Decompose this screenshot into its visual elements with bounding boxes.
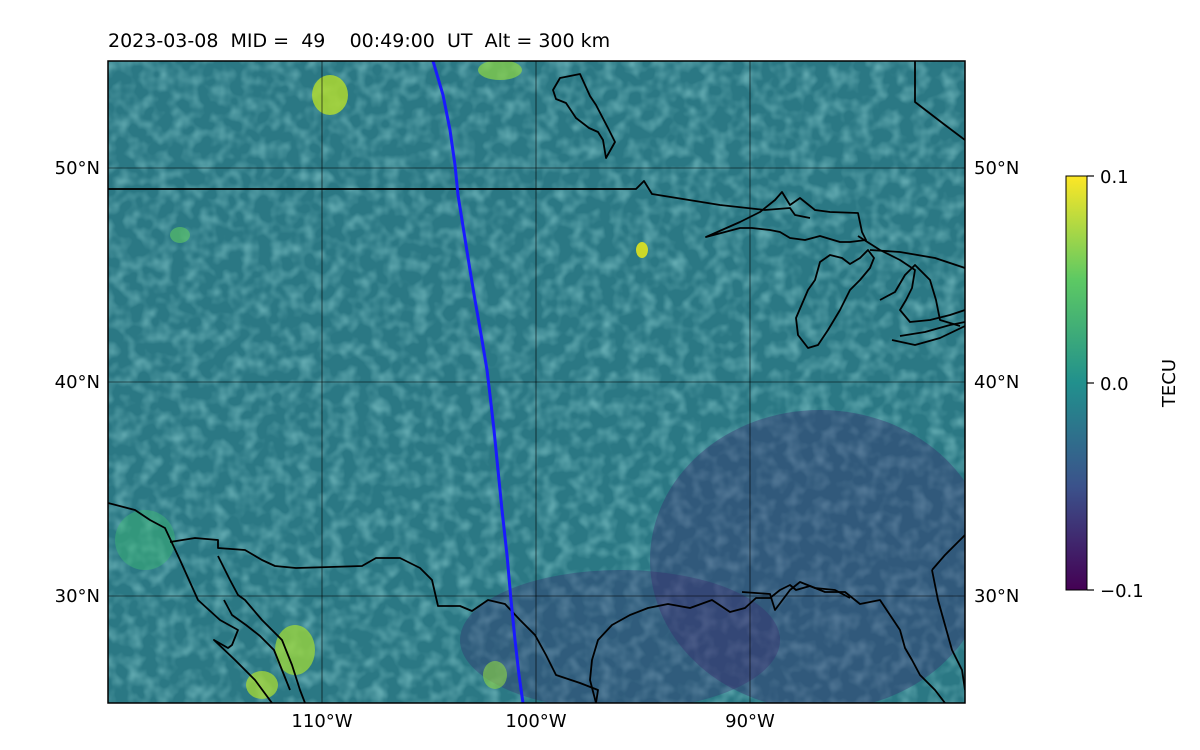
lon-tick-label: 90°W: [725, 711, 775, 732]
lat-tick-label-left: 40°N: [55, 372, 100, 393]
lon-tick-label: 110°W: [291, 711, 352, 732]
coastlines: [108, 61, 965, 703]
us-canada-border: [108, 180, 811, 219]
title-alt-value: 300: [538, 30, 575, 52]
title-date: 2023-03-08: [108, 30, 219, 52]
colorbar-label: TECU: [1159, 359, 1180, 408]
us-mexico-border: [169, 537, 599, 703]
map-title: 2023-03-08 MID = 49 00:49:00 UT Alt = 30…: [108, 30, 610, 52]
east-coast: [931, 534, 965, 571]
northern-coast: [552, 73, 616, 159]
baja-coast: [108, 502, 273, 703]
title-mid-label: MID =: [230, 30, 290, 52]
lat-tick-label-right: 40°N: [974, 372, 1019, 393]
lat-tick-label-right: 50°N: [974, 158, 1019, 179]
colorbar-tick-label: 0.1: [1100, 167, 1129, 188]
gulf-coast: [589, 584, 946, 703]
lat-tick-label-right: 30°N: [974, 586, 1019, 607]
lake-huron: [857, 235, 965, 323]
colorbar-tick-label: −0.1: [1100, 581, 1144, 602]
title-alt-unit: km: [580, 30, 611, 52]
title-alt-label: Alt =: [484, 30, 533, 52]
lat-tick-label-left: 30°N: [55, 586, 100, 607]
lat-tick-label-left: 50°N: [55, 158, 100, 179]
lake-michigan: [795, 249, 875, 349]
colorbar-gradient: [1065, 175, 1088, 591]
title-time: 00:49:00: [349, 30, 435, 52]
title-time-unit: UT: [447, 30, 473, 52]
gridlines: [108, 61, 965, 703]
lon-tick-label: 100°W: [505, 711, 566, 732]
tec-field: [108, 61, 965, 703]
colorbar: 0.1 0.0 −0.1 TECU: [1065, 167, 1180, 602]
satellite-track: [431, 61, 525, 703]
title-mid-value: 49: [301, 30, 326, 52]
lake-superior: [705, 191, 867, 243]
map-frame: [107, 60, 966, 704]
colorbar-tick-label: 0.0: [1100, 374, 1129, 395]
